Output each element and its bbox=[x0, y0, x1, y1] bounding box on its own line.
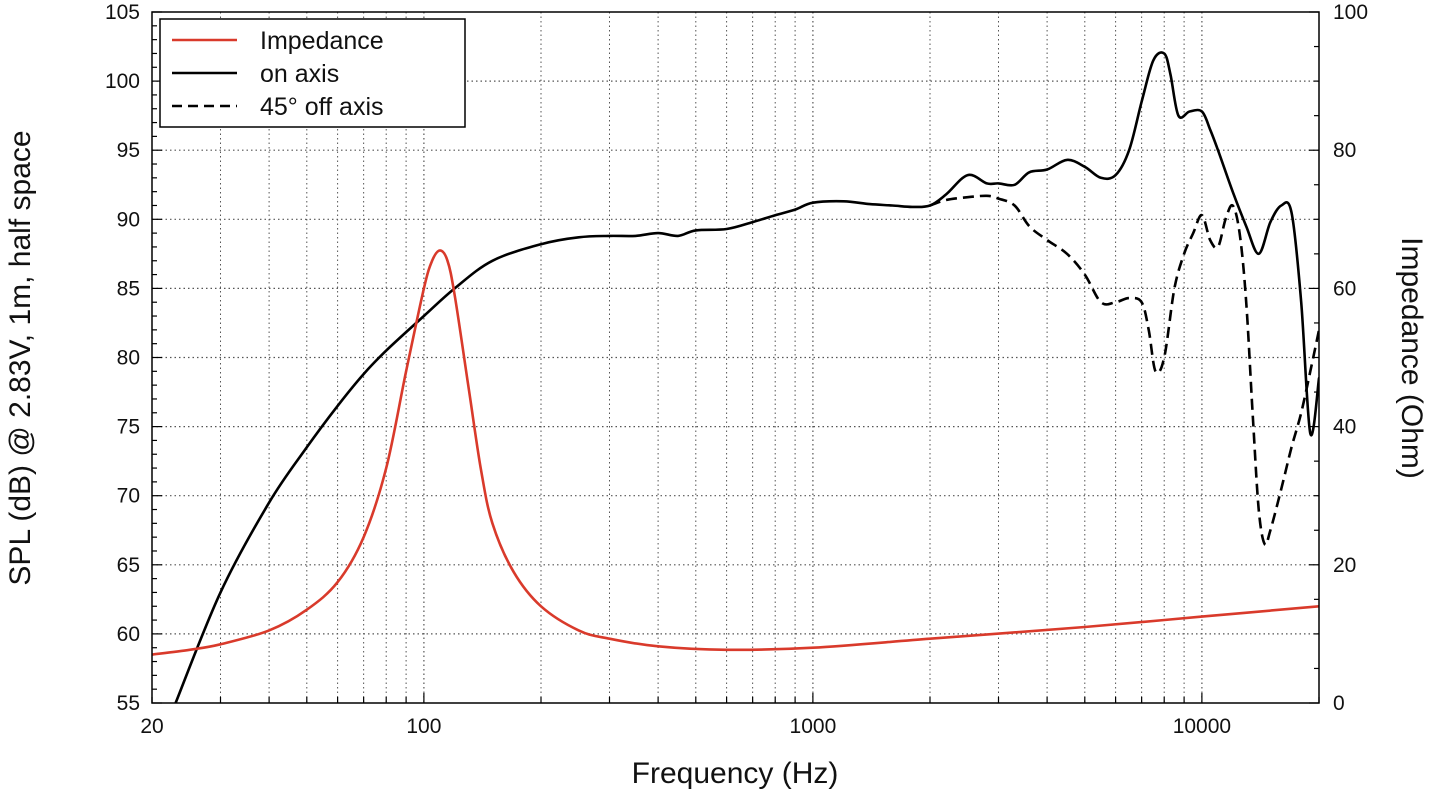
y-tick-label: 80 bbox=[117, 347, 140, 370]
y2-axis-title: Impedance (Ohm) bbox=[1395, 237, 1428, 479]
y2-tick-label: 80 bbox=[1333, 139, 1356, 162]
series-layer bbox=[152, 51, 1319, 703]
x-tick-label: 20 bbox=[140, 715, 163, 738]
x-axis-title: Frequency (Hz) bbox=[632, 757, 839, 790]
y-tick-label: 100 bbox=[105, 70, 140, 93]
y2-tick-label: 40 bbox=[1333, 416, 1356, 439]
y-tick-label: 85 bbox=[117, 277, 140, 300]
y-tick-label: 90 bbox=[117, 208, 140, 231]
y-tick-label: 70 bbox=[117, 485, 140, 508]
y2-tick-label: 20 bbox=[1333, 554, 1356, 577]
impedance-curve bbox=[152, 249, 1319, 656]
y2-tick-label: 60 bbox=[1333, 277, 1356, 300]
legend: Impedance on axis 45° off axis bbox=[159, 18, 466, 128]
off-axis-curve bbox=[929, 194, 1319, 547]
y-tick-label: 75 bbox=[117, 416, 140, 439]
legend-label-impedance: Impedance bbox=[260, 27, 384, 55]
y-tick-label: 105 bbox=[105, 1, 140, 24]
y-tick-label: 95 bbox=[117, 139, 140, 162]
x-tick-label: 10000 bbox=[1173, 715, 1231, 738]
x-tick-label: 100 bbox=[406, 715, 441, 738]
on-axis-curve bbox=[174, 51, 1319, 703]
y2-tick-label: 100 bbox=[1333, 1, 1368, 24]
x-tick-label: 1000 bbox=[790, 715, 837, 738]
legend-label-off-axis: 45° off axis bbox=[260, 93, 384, 121]
y-tick-label: 60 bbox=[117, 623, 140, 646]
axis-ticks bbox=[151, 11, 1320, 704]
legend-label-on-axis: on axis bbox=[260, 60, 339, 88]
y-tick-label: 55 bbox=[117, 692, 140, 715]
y2-tick-label: 0 bbox=[1333, 692, 1345, 715]
y-tick-label: 65 bbox=[117, 554, 140, 577]
y-axis-title: SPL (dB) @ 2.83V, 1m, half space bbox=[4, 130, 37, 585]
tick-labels: 20 100 1000 10000 55 60 65 70 75 80 85 90 95 100 105 0 2… bbox=[105, 1, 1368, 738]
